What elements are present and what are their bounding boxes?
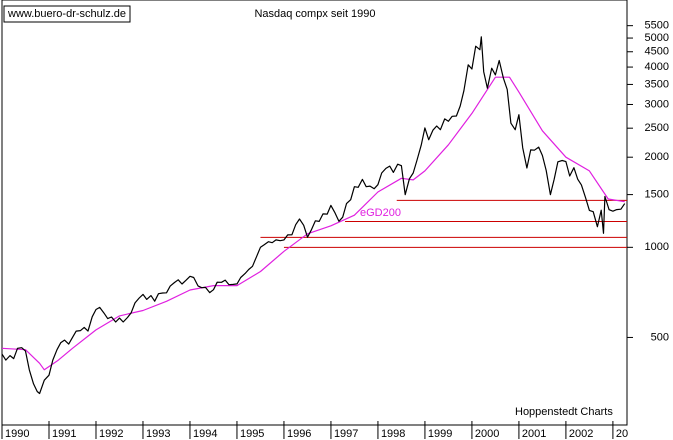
y-tick-label: 5500 [645, 20, 669, 32]
y-tick-label: 5000 [645, 32, 669, 44]
y-tick-label: 2000 [645, 151, 669, 163]
x-tick-label: 2002 [569, 428, 593, 440]
x-tick-label: 20 [616, 428, 628, 440]
y-tick-label: 1000 [645, 241, 669, 253]
series-line [1, 36, 626, 395]
watermark: www.buero-dr-schulz.de [7, 8, 126, 20]
x-tick-label: 2001 [522, 428, 546, 440]
x-tick-label: 1995 [240, 428, 264, 440]
x-tick-label: 2000 [475, 428, 499, 440]
y-tick-label: 1500 [645, 189, 669, 201]
y-tick-label: 3500 [645, 78, 669, 90]
series-line [1, 76, 625, 371]
y-tick-label: 2500 [645, 122, 669, 134]
x-tick-label: 1993 [146, 428, 170, 440]
x-tick-label: 1991 [52, 428, 76, 440]
x-tick-label: 1994 [193, 428, 217, 440]
x-tick-label: 1996 [287, 428, 311, 440]
x-tick-label: 1992 [99, 428, 123, 440]
y-tick-label: 500 [651, 331, 669, 343]
y-tick-label: 4500 [645, 46, 669, 58]
x-tick-label: 1990 [5, 428, 29, 440]
watermark-box [3, 5, 131, 23]
series-label: eGD200 [360, 207, 401, 219]
source-label: Hoppenstedt Charts [515, 406, 613, 418]
plot-frame [1, 0, 628, 426]
y-tick-label: 4000 [645, 61, 669, 73]
x-tick-label: 1997 [334, 428, 358, 440]
chart-title: Nasdaq compx seit 1990 [254, 8, 375, 20]
x-tick-label: 1999 [428, 428, 452, 440]
x-tick-label: 1998 [381, 428, 405, 440]
y-tick-label: 3000 [645, 98, 669, 110]
